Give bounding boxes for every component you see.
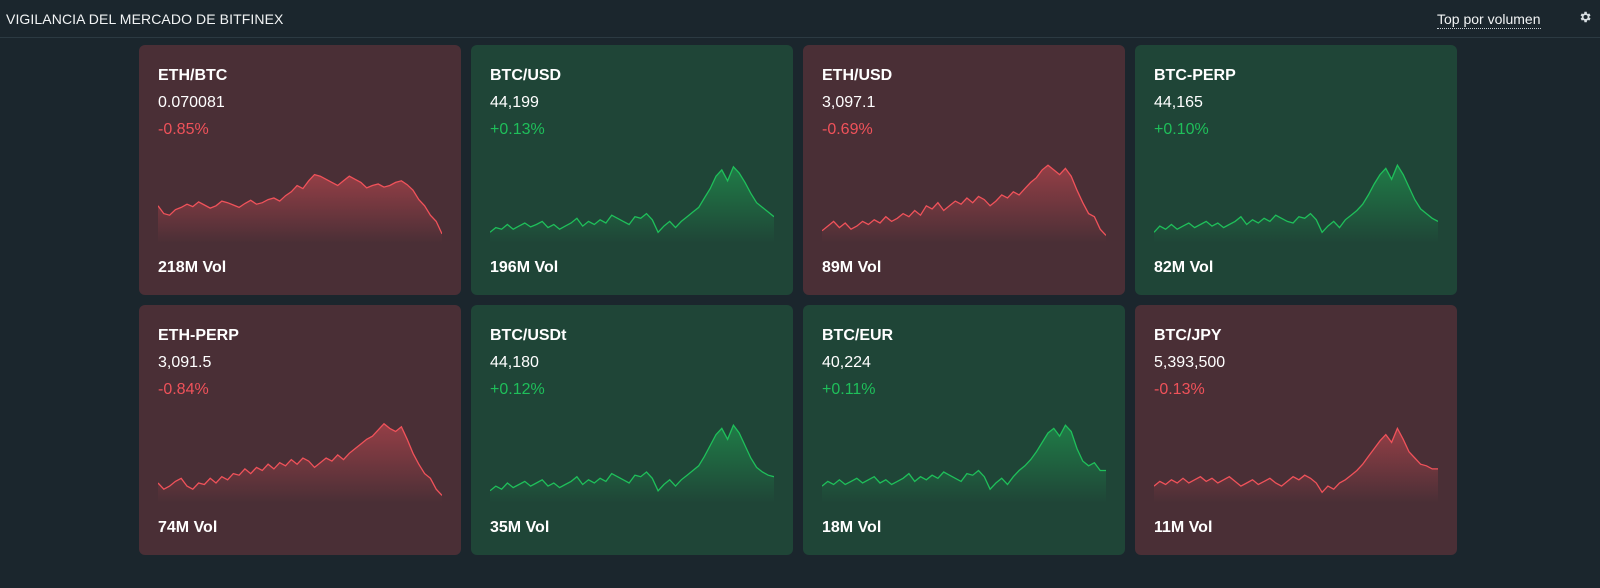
sparkline-line [158, 173, 442, 235]
ticker-volume: 11M Vol [1154, 519, 1213, 536]
ticker-volume: 89M Vol [822, 259, 882, 276]
sparkline-chart [490, 423, 774, 503]
sparkline-chart [1154, 426, 1438, 503]
ticker-card[interactable]: BTC/JPY 5,393,500 -0.13% 11M Vol [1135, 305, 1457, 555]
ticker-change: -0.13% [1154, 381, 1205, 398]
sparkline-area [822, 425, 1106, 503]
sparkline-area [490, 166, 774, 243]
ticker-volume: 218M Vol [158, 259, 227, 276]
sparkline-line [1154, 163, 1438, 234]
ticker-change: +0.10% [1154, 121, 1209, 138]
sparkline-line [1154, 426, 1438, 494]
ticker-price: 44,199 [490, 94, 539, 111]
sparkline-line [822, 424, 1106, 491]
ticker-card[interactable]: BTC/USD 44,199 +0.13% 196M Vol [471, 45, 793, 295]
sparkline-chart [490, 165, 774, 243]
sparkline-chart [822, 424, 1106, 503]
gear-icon[interactable] [1578, 10, 1592, 24]
ticker-card[interactable]: ETH/USD 3,097.1 -0.69% 89M Vol [803, 45, 1125, 295]
ticker-volume: 35M Vol [490, 519, 550, 536]
ticker-volume: 82M Vol [1154, 259, 1214, 276]
sparkline-area [1154, 165, 1438, 243]
ticker-change: -0.69% [822, 121, 873, 138]
ticker-card[interactable]: BTC-PERP 44,165 +0.10% 82M Vol [1135, 45, 1457, 295]
sparkline-line [822, 164, 1106, 236]
ticker-volume: 18M Vol [822, 519, 882, 536]
ticker-change: -0.85% [158, 121, 209, 138]
sparkline-line [490, 165, 774, 234]
ticker-symbol: BTC/USDt [490, 327, 567, 344]
sort-by-volume-link[interactable]: Top por volumen [1437, 11, 1541, 29]
ticker-symbol: BTC/JPY [1154, 327, 1222, 344]
sparkline-area [1154, 428, 1438, 503]
ticker-change: +0.13% [490, 121, 545, 138]
page-title: VIGILANCIA DEL MERCADO DE BITFINEX [6, 11, 284, 27]
ticker-price: 5,393,500 [1154, 354, 1226, 371]
ticker-change: -0.84% [158, 381, 209, 398]
sparkline-area [822, 165, 1106, 243]
ticker-volume: 74M Vol [158, 519, 218, 536]
sparkline-area [490, 425, 774, 503]
ticker-symbol: ETH/BTC [158, 67, 228, 84]
ticker-price: 44,180 [490, 354, 539, 371]
ticker-card[interactable]: ETH/BTC 0.070081 -0.85% 218M Vol [139, 45, 461, 295]
ticker-price: 3,097.1 [822, 94, 876, 111]
sparkline-chart [1154, 163, 1438, 243]
header-bar: VIGILANCIA DEL MERCADO DE BITFINEX Top p… [0, 0, 1600, 38]
ticker-change: +0.12% [490, 381, 545, 398]
ticker-price: 40,224 [822, 354, 871, 371]
ticker-card[interactable]: BTC/EUR 40,224 +0.11% 18M Vol [803, 305, 1125, 555]
ticker-price: 3,091.5 [158, 354, 212, 371]
sparkline-line [490, 423, 774, 492]
ticker-symbol: ETH-PERP [158, 327, 239, 344]
ticker-volume: 196M Vol [490, 259, 559, 276]
sparkline-chart [158, 173, 442, 243]
ticker-price: 0.070081 [158, 94, 225, 111]
sparkline-chart [822, 164, 1106, 243]
ticker-change: +0.11% [822, 381, 876, 398]
sparkline-chart [158, 422, 442, 503]
ticker-symbol: ETH/USD [822, 67, 893, 84]
ticker-symbol: BTC-PERP [1154, 67, 1236, 84]
ticker-symbol: BTC/EUR [822, 327, 894, 344]
sparkline-line [158, 422, 442, 496]
ticker-price: 44,165 [1154, 94, 1203, 111]
ticker-symbol: BTC/USD [490, 67, 562, 84]
ticker-card[interactable]: BTC/USDt 44,180 +0.12% 35M Vol [471, 305, 793, 555]
sparkline-area [158, 423, 442, 503]
ticker-card[interactable]: ETH-PERP 3,091.5 -0.84% 74M Vol [139, 305, 461, 555]
sparkline-area [158, 174, 442, 243]
